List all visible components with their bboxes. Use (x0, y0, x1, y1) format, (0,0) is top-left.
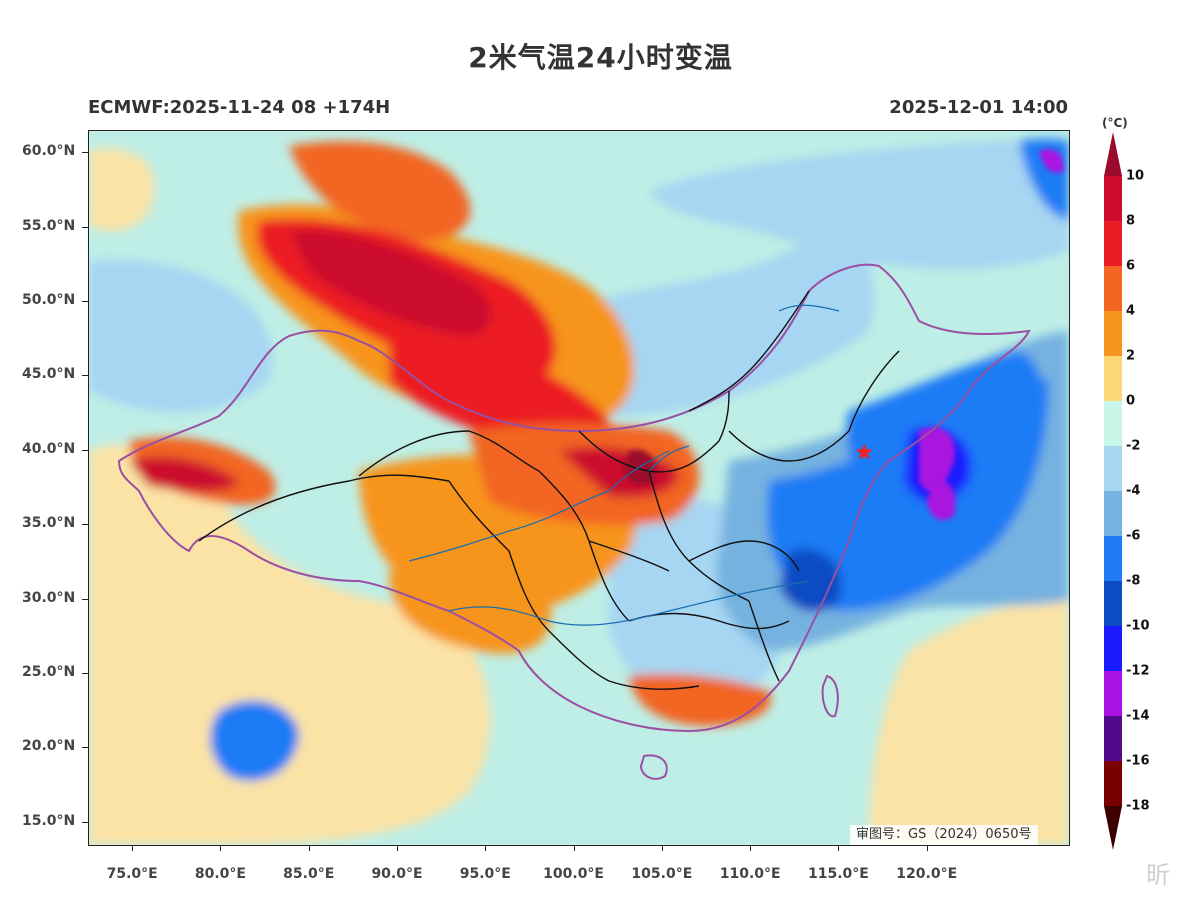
lon-tick-label: 75.0°E (106, 866, 158, 882)
lat-tick-label: 40.0°N (22, 440, 76, 457)
colorbar-tick-label: -14 (1126, 708, 1150, 724)
temperature-change-map (89, 131, 1069, 845)
colorbar-segment (1104, 581, 1122, 627)
lat-tick (82, 672, 88, 674)
lon-tick-label: 110.0°E (719, 866, 781, 882)
chart-title: 2米气温24小时变温 (468, 41, 733, 74)
colorbar-tick-label: -2 (1126, 438, 1141, 454)
lon-tick-label: 115.0°E (808, 866, 869, 882)
colorbar (1104, 132, 1122, 850)
colorbar-tick-label: 4 (1126, 303, 1136, 319)
colorbar-tick-label: -18 (1126, 798, 1150, 814)
lon-tick-label: 90.0°E (371, 866, 423, 882)
lon-tick-label: 100.0°E (543, 866, 605, 882)
colorbar-tick-label: -12 (1126, 663, 1150, 679)
lon-tick (750, 845, 752, 851)
lat-tick-label: 50.0°N (22, 292, 76, 309)
colorbar-segment (1104, 446, 1122, 492)
colorbar-segment (1104, 176, 1122, 222)
colorbar-tick-label: -6 (1126, 528, 1141, 544)
colorbar-max-triangle (1104, 132, 1122, 176)
lon-tick (397, 845, 398, 851)
lon-tick (485, 845, 487, 851)
temperature-field-detail (624, 149, 1064, 521)
rivers (408, 304, 840, 626)
lon-tick (838, 845, 840, 851)
colorbar-tick-label: 6 (1126, 258, 1136, 274)
lat-tick-label: 35.0°N (22, 515, 76, 532)
lon-tick (132, 845, 134, 851)
lat-tick (82, 821, 88, 823)
lon-tick (661, 845, 663, 851)
colorbar-tick-label: -16 (1126, 753, 1150, 769)
valid-time-label: 2025-12-01 14:00 (889, 97, 1068, 118)
lon-tick (220, 845, 222, 851)
lon-tick (573, 845, 575, 851)
lat-tick (82, 747, 88, 749)
beijing-marker (855, 443, 873, 460)
star-icon (855, 443, 873, 460)
map-approval-number: 审图号：GS（2024）0650号 (850, 825, 1038, 845)
colorbar-min-triangle (1104, 806, 1122, 850)
colorbar-tick-label: -8 (1126, 573, 1141, 589)
lat-tick (82, 152, 88, 154)
colorbar-segment (1104, 626, 1122, 672)
colorbar-segment (1104, 671, 1122, 717)
province-boundaries (198, 290, 900, 690)
lat-tick (82, 524, 88, 526)
colorbar-segment (1104, 356, 1122, 402)
colorbar-segment (1104, 761, 1122, 807)
lat-tick-label: 55.0°N (22, 217, 76, 234)
lat-tick-label: 25.0°N (22, 663, 76, 680)
colorbar-tick-label: 8 (1126, 213, 1136, 229)
lat-tick (82, 226, 88, 228)
lat-tick-label: 30.0°N (22, 589, 76, 606)
lat-tick-label: 45.0°N (22, 366, 76, 383)
lon-tick-label: 95.0°E (459, 866, 511, 882)
colorbar-segment (1104, 311, 1122, 357)
lat-tick-label: 20.0°N (22, 738, 76, 755)
model-run-label: ECMWF:2025-11-24 08 +174H (88, 97, 391, 118)
lon-tick-label: 120.0°E (896, 866, 958, 882)
colorbar-tick-label: -10 (1126, 618, 1150, 634)
lon-tick-label: 80.0°E (194, 866, 246, 882)
colorbar-unit: (°C) (1102, 116, 1128, 130)
lat-tick-label: 60.0°N (22, 143, 76, 160)
lat-tick (82, 449, 88, 451)
lat-tick (82, 375, 88, 377)
colorbar-segment (1104, 401, 1122, 447)
lon-tick-label: 85.0°E (283, 866, 335, 882)
colorbar-segment (1104, 716, 1122, 762)
lon-tick (926, 845, 928, 851)
national-boundary (117, 263, 1031, 733)
lon-tick-label: 105.0°E (631, 866, 693, 882)
colorbar-tick-label: 10 (1126, 168, 1145, 184)
colorbar-segment (1104, 491, 1122, 537)
colorbar-segment (1104, 536, 1122, 582)
watermark: 昕 (1146, 861, 1170, 889)
colorbar-segment (1104, 221, 1122, 267)
temperature-field (89, 138, 1069, 845)
lat-tick (82, 301, 88, 303)
hainan-outline (639, 754, 668, 780)
lat-tick (82, 598, 88, 600)
colorbar-segment (1104, 266, 1122, 312)
lon-tick (308, 845, 310, 851)
map-panel[interactable] (88, 130, 1070, 846)
colorbar-tick-label: -4 (1126, 483, 1141, 499)
colorbar-tick-label: 0 (1126, 393, 1136, 409)
colorbar-tick-label: 2 (1126, 348, 1136, 364)
taiwan-outline (821, 674, 839, 718)
lat-tick-label: 15.0°N (22, 812, 76, 829)
